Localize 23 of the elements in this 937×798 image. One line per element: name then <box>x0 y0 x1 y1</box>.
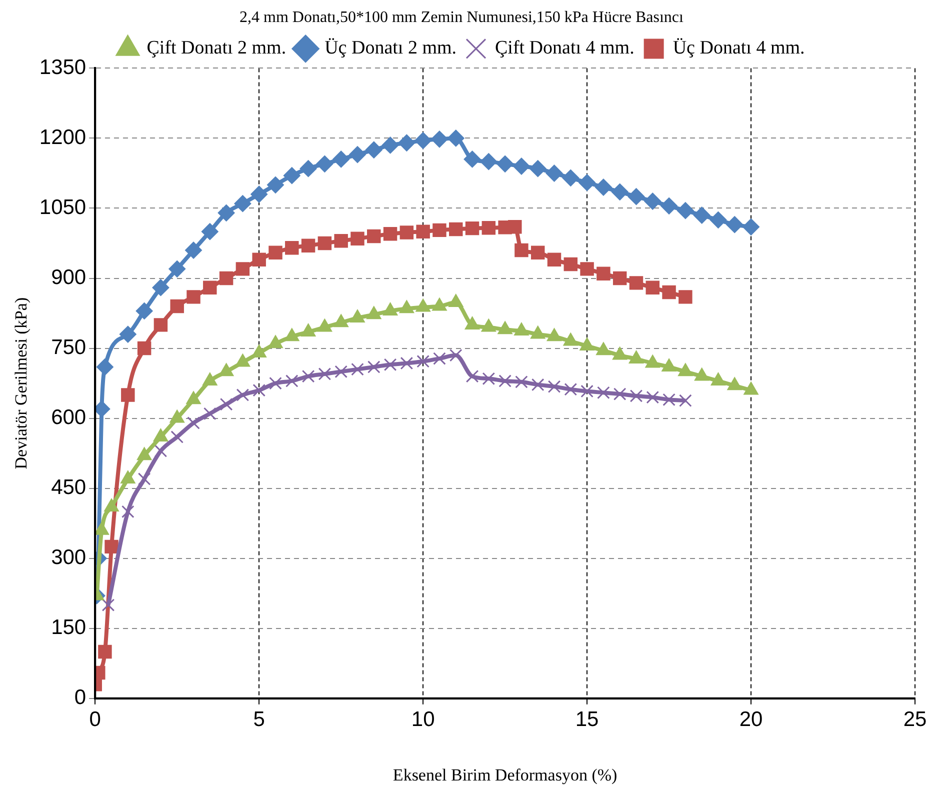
y-axis-title: Deviatör Gerilmesi (kPa) <box>12 297 31 470</box>
y-tick-label: 450 <box>51 476 86 500</box>
y-tick-label: 900 <box>51 266 86 290</box>
y-tick-label: 600 <box>51 406 86 430</box>
y-tick-label: 1200 <box>39 126 86 150</box>
legend-label: Çift Donatı 4 mm. <box>495 38 634 59</box>
x-tick-label: 15 <box>575 708 599 731</box>
x-tick-label: 20 <box>739 708 763 731</box>
legend-label: Çift Donatı 2 mm. <box>146 38 286 59</box>
y-tick-label: 1050 <box>39 196 86 220</box>
y-tick-label: 150 <box>51 616 86 640</box>
y-tick-label: 0 <box>74 686 86 710</box>
chart-title: 2,4 mm Donatı,50*100 mm Zemin Numunesi,150 kPa Hücre Basıncı <box>240 8 684 26</box>
x-tick-label: 25 <box>903 708 927 731</box>
y-tick-label: 1350 <box>39 56 86 79</box>
x-tick-label: 10 <box>411 708 435 731</box>
legend-label: Üç Donatı 4 mm. <box>672 38 805 59</box>
y-tick-label: 750 <box>51 336 86 360</box>
x-axis-title: Eksenel Birim Deformasyon (%) <box>392 765 618 784</box>
legend-label: Üç Donatı 2 mm. <box>324 38 457 59</box>
x-tick-label: 0 <box>89 708 101 731</box>
x-tick-label: 5 <box>253 708 265 731</box>
y-tick-label: 300 <box>51 546 86 570</box>
